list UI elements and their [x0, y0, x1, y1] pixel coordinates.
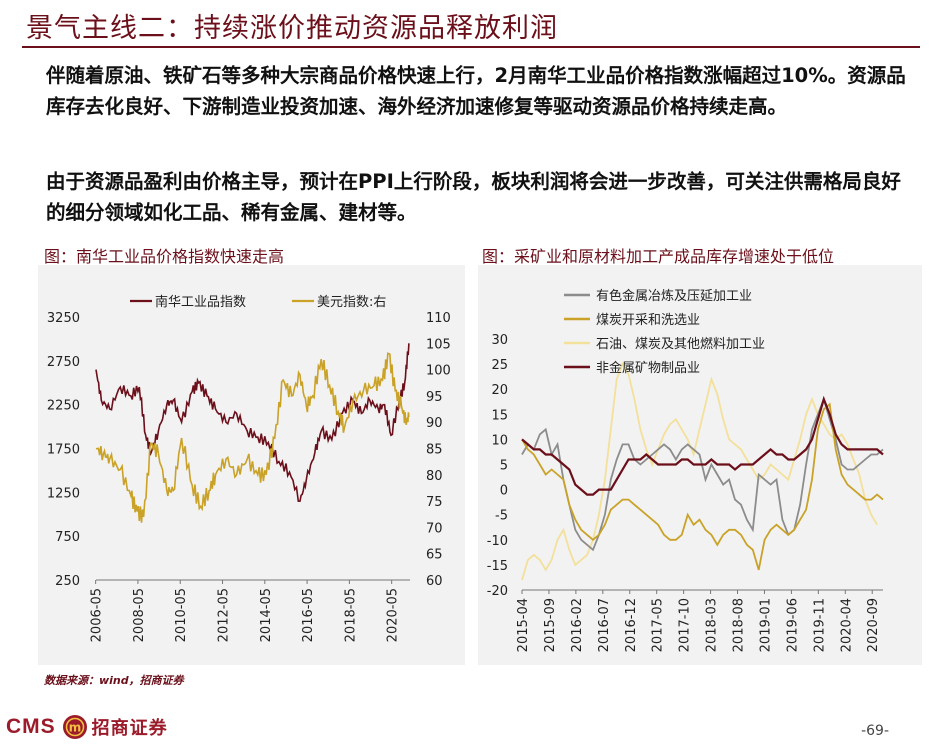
right-y-tick-label: 110 — [426, 311, 451, 326]
right-y-tick-label: 70 — [426, 521, 443, 536]
y-tick-label: -10 — [487, 534, 508, 549]
y-tick-label: 5 — [500, 459, 508, 474]
x-tick-label: 2018-03 — [705, 598, 720, 652]
y-tick-label: 15 — [491, 408, 508, 423]
right-y-tick-label: 75 — [426, 495, 443, 510]
x-tick-label: 2016-07 — [597, 598, 612, 652]
right-y-tick-label: 80 — [426, 469, 443, 484]
y-tick-label: 30 — [491, 333, 508, 348]
left-y-tick-label: 250 — [55, 574, 80, 589]
y-tick-label: -20 — [487, 584, 508, 599]
nonmetal-line — [521, 395, 884, 496]
legend-coal-label: 煤炭开采和洗选业 — [596, 313, 700, 328]
slide-title: 景气主线二：持续涨价推动资源品释放利润 — [26, 13, 558, 44]
legend-nonferrous-label: 有色金属冶炼及压延加工业 — [596, 288, 752, 304]
x-tick-label: 2019-06 — [785, 598, 800, 652]
chart-left-caption: 图：南华工业品价格指数快速走高 — [44, 247, 285, 266]
logo-company-name: 招商证券 — [91, 718, 168, 739]
logo-cms-text: CMS — [6, 715, 56, 738]
company-logo: CMS m 招商证券 — [6, 712, 168, 742]
legend-label-nanhua: 南华工业品指数 — [155, 294, 246, 310]
x-tick-label: 2020-05 — [386, 588, 401, 642]
inventory-growth-chart: 30 25 20 15 10 5 0 -5 -10 -15 -20 2015-04 2015-09 201… — [487, 288, 884, 652]
x-tick-label: 2017-05 — [651, 598, 666, 652]
right-y-tick-label: 105 — [426, 337, 451, 352]
left-y-tick-label: 3250 — [47, 311, 80, 326]
x-tick-label: 2018-08 — [732, 598, 747, 652]
left-y-tick-label: 2250 — [47, 399, 80, 414]
x-tick-label: 2014-05 — [259, 588, 274, 642]
logo-mark-letter: m — [68, 721, 81, 735]
paragraph-price-trend: 伴随着原油、铁矿石等多种大宗商品价格快速上行，2月南华工业品价格指数涨幅超过10… — [46, 64, 906, 118]
right-y-tick-label: 85 — [426, 443, 443, 458]
legend-petroleum-label: 石油、煤炭及其他燃料加工业 — [596, 336, 765, 352]
x-tick-label: 2006-05 — [90, 588, 105, 642]
x-tick-label: 2020-04 — [839, 598, 854, 652]
x-tick-label: 2016-12 — [624, 598, 639, 652]
coal-line — [521, 402, 884, 571]
x-tick-label: 2010-05 — [174, 588, 189, 642]
nanhua-index-line — [95, 343, 410, 503]
page-number: -69- — [861, 723, 889, 739]
x-tick-label: 2019-01 — [758, 598, 773, 652]
x-tick-label: 2018-05 — [343, 588, 358, 642]
x-tick-label: 2016-02 — [570, 598, 585, 652]
x-tick-label: 2015-04 — [516, 598, 531, 652]
left-y-tick-label: 1250 — [47, 486, 80, 501]
x-tick-label: 2017-10 — [678, 598, 693, 652]
paragraph-profit-outlook: 由于资源品盈利由价格主导，预计在PPI上行阶段，板块利润将会进一步改善，可关注供… — [46, 170, 901, 224]
x-tick-label: 2019-11 — [812, 598, 827, 652]
x-tick-label: 2008-05 — [132, 588, 147, 642]
left-y-tick-label: 1750 — [47, 443, 80, 458]
logo-mark-icon: m — [62, 715, 87, 739]
nanhua-index-chart: 3250 2750 2250 1750 1250 750 250 110 105 100 95 90 8… — [47, 294, 451, 642]
left-y-tick-label: 2750 — [47, 355, 80, 370]
data-source-note: 数据来源：wind，招商证券 — [44, 674, 184, 687]
chart-right-caption: 图：采矿业和原材料加工产成品库存增速处于低位 — [482, 247, 835, 266]
usd-index-line — [95, 352, 410, 523]
title-divider — [22, 46, 920, 48]
y-tick-label: -15 — [487, 559, 508, 574]
right-y-tick-label: 95 — [426, 390, 443, 405]
right-y-tick-label: 65 — [426, 548, 443, 563]
y-tick-label: 20 — [491, 383, 508, 398]
nonferrous-line — [521, 396, 884, 552]
x-tick-label: 2015-09 — [543, 598, 558, 652]
left-y-tick-label: 750 — [55, 530, 80, 545]
x-tick-label: 2012-05 — [217, 588, 232, 642]
x-tick-label: 2020-09 — [866, 598, 881, 652]
y-tick-label: 0 — [500, 484, 508, 499]
y-tick-label: -5 — [495, 509, 508, 524]
legend-nonmetal-label: 非金属矿物制品业 — [596, 360, 700, 376]
y-tick-label: 10 — [491, 433, 508, 448]
x-tick-label: 2016-05 — [301, 588, 316, 642]
right-y-tick-label: 100 — [426, 364, 451, 379]
y-tick-label: 25 — [491, 358, 508, 373]
legend-label-usd: 美元指数:右 — [317, 295, 386, 310]
right-y-tick-label: 60 — [426, 574, 443, 589]
right-y-tick-label: 90 — [426, 416, 443, 431]
